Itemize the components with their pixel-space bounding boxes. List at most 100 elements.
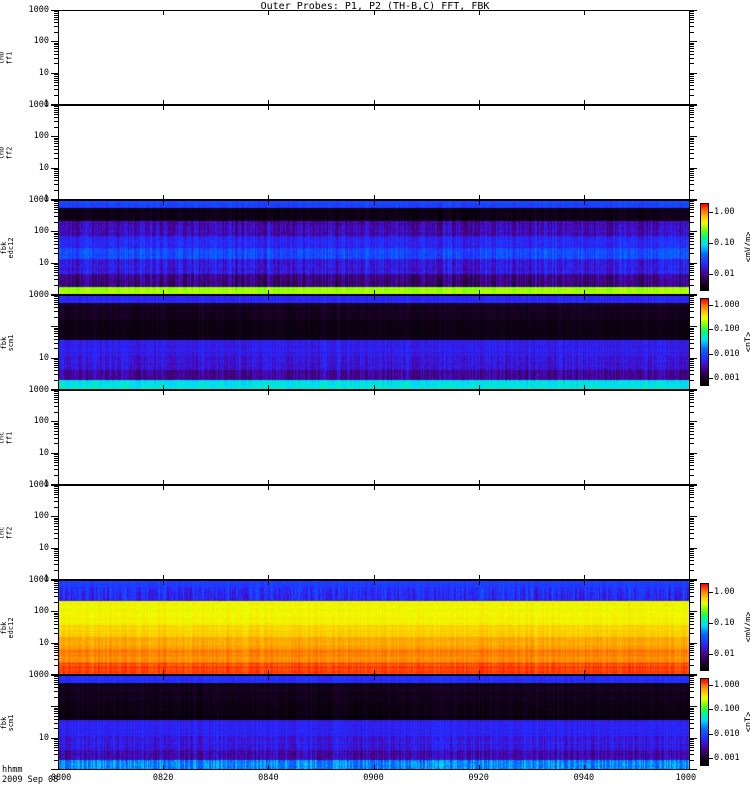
ytick-minor <box>54 521 58 523</box>
ytick-minor <box>54 152 58 154</box>
yaxis-thc-ff1 <box>51 390 58 485</box>
ytick-minor <box>690 139 694 141</box>
colorbar-thc-fbk-scm1[interactable] <box>700 678 709 766</box>
xtick-bottom <box>268 670 270 675</box>
ytick-minor <box>690 506 694 508</box>
panel-thc-fbk-scm1[interactable] <box>58 675 690 770</box>
ytick-minor <box>690 298 694 300</box>
ytick-label: 1000 <box>28 575 49 585</box>
ytick-minor <box>54 221 58 223</box>
xtick-bottom <box>689 100 690 105</box>
ytick-minor <box>54 203 58 205</box>
ytick-major <box>51 10 58 11</box>
xtick-top <box>373 295 375 300</box>
ytick-minor <box>54 627 58 629</box>
ytick-minor <box>690 74 694 76</box>
xtick-bottom <box>163 100 165 105</box>
ytick-minor <box>54 342 58 344</box>
ytick-minor <box>690 645 694 647</box>
xtick-top <box>583 390 585 395</box>
panel-thc-ff2[interactable] <box>58 485 690 580</box>
xtick-top <box>478 200 480 205</box>
ytick-minor <box>54 430 58 432</box>
ytick-minor <box>690 296 694 298</box>
xtick-top <box>583 295 585 300</box>
panel-thb-fbk-edc12[interactable] <box>58 200 690 295</box>
ytick-major <box>51 167 58 169</box>
ytick-minor <box>690 428 694 430</box>
xtick-bottom <box>58 480 59 485</box>
colorbar-thc-fbk-edc12[interactable] <box>700 583 709 671</box>
ytick-label: 10 <box>38 257 49 268</box>
ytick-minor <box>690 46 694 48</box>
yaxis-thc-fbk-edc12 <box>51 580 58 675</box>
ytick-minor <box>690 201 694 203</box>
xtick-top <box>583 675 585 680</box>
ytick-minor <box>54 114 58 116</box>
ytick-minor <box>690 532 694 534</box>
ytick-minor <box>54 601 58 603</box>
ytick-minor <box>54 109 58 111</box>
colorbar-unit-label: <nT> <box>744 331 750 353</box>
ytick-minor <box>54 519 58 521</box>
colorbar-tick-label: 0.100 <box>714 324 740 335</box>
yaxis-thc-ff2 <box>51 485 58 580</box>
ytick-minor <box>54 501 58 503</box>
ytick-minor <box>690 264 694 266</box>
ytick-minor <box>690 443 694 445</box>
ytick-label: 10 <box>38 162 49 173</box>
ytick-minor <box>54 750 58 752</box>
ytick-minor <box>54 44 58 46</box>
panel-thb-fbk-scm1[interactable] <box>58 295 690 390</box>
xtick-bottom <box>163 670 165 675</box>
xtick-top <box>373 675 375 680</box>
xaxis-title: hhmm 2009 Sep 08 <box>2 765 59 785</box>
ytick-minor <box>690 501 694 503</box>
ytick-minor <box>54 48 58 50</box>
yaxis-thb-fbk-edc12 <box>51 200 58 295</box>
panel-thc-fbk-edc12[interactable] <box>58 580 690 675</box>
ytick-minor <box>690 85 694 87</box>
panel-thb-ff2[interactable] <box>58 105 690 200</box>
ytick-minor <box>690 728 694 730</box>
yaxis-right-thc-fbk-scm1 <box>690 675 697 770</box>
colorbar-thb-fbk-edc12[interactable] <box>700 203 709 291</box>
ytick-major <box>51 452 58 454</box>
ytick-minor <box>54 589 58 591</box>
ytick-minor <box>690 557 694 559</box>
ytick-major <box>690 674 697 675</box>
xtick-bottom <box>583 575 585 580</box>
colorbar-tick-label: 0.10 <box>714 238 735 249</box>
panel-thc-ff1[interactable] <box>58 390 690 485</box>
ytick-minor <box>690 469 694 471</box>
ytick-minor <box>54 77 58 79</box>
ytick-minor <box>690 583 694 585</box>
ytick-label: 10 <box>38 732 49 743</box>
ytick-minor <box>54 506 58 508</box>
ytick-minor <box>54 618 58 620</box>
xtick-bottom <box>163 480 165 485</box>
colorbar-tick-label: 0.10 <box>714 618 735 629</box>
yaxis-right-thb-ff2 <box>690 105 697 200</box>
xaxis-title-line2: 2009 Sep 08 <box>2 774 59 785</box>
panel-label-thb-ff2: thb ff2 <box>0 146 14 159</box>
ytick-label: 1 <box>43 574 49 584</box>
ytick-minor <box>690 75 694 77</box>
ytick-major <box>690 41 697 43</box>
ytick-minor <box>690 612 694 614</box>
ytick-minor <box>54 236 58 238</box>
xtick-bottom <box>163 290 165 295</box>
panel-thb-ff1[interactable] <box>58 10 690 105</box>
ytick-minor <box>54 359 58 361</box>
ytick-major <box>690 294 697 295</box>
ytick-minor <box>690 684 694 686</box>
xtick-top <box>58 10 59 15</box>
colorbar-thb-fbk-scm1[interactable] <box>700 298 709 386</box>
xtick-bottom <box>583 385 585 390</box>
yaxis-thb-ff2 <box>51 105 58 200</box>
ytick-label: 10 <box>38 352 49 363</box>
ytick-minor <box>54 583 58 585</box>
ytick-minor <box>54 85 58 87</box>
ytick-major <box>690 642 697 644</box>
ytick-minor <box>690 22 694 24</box>
